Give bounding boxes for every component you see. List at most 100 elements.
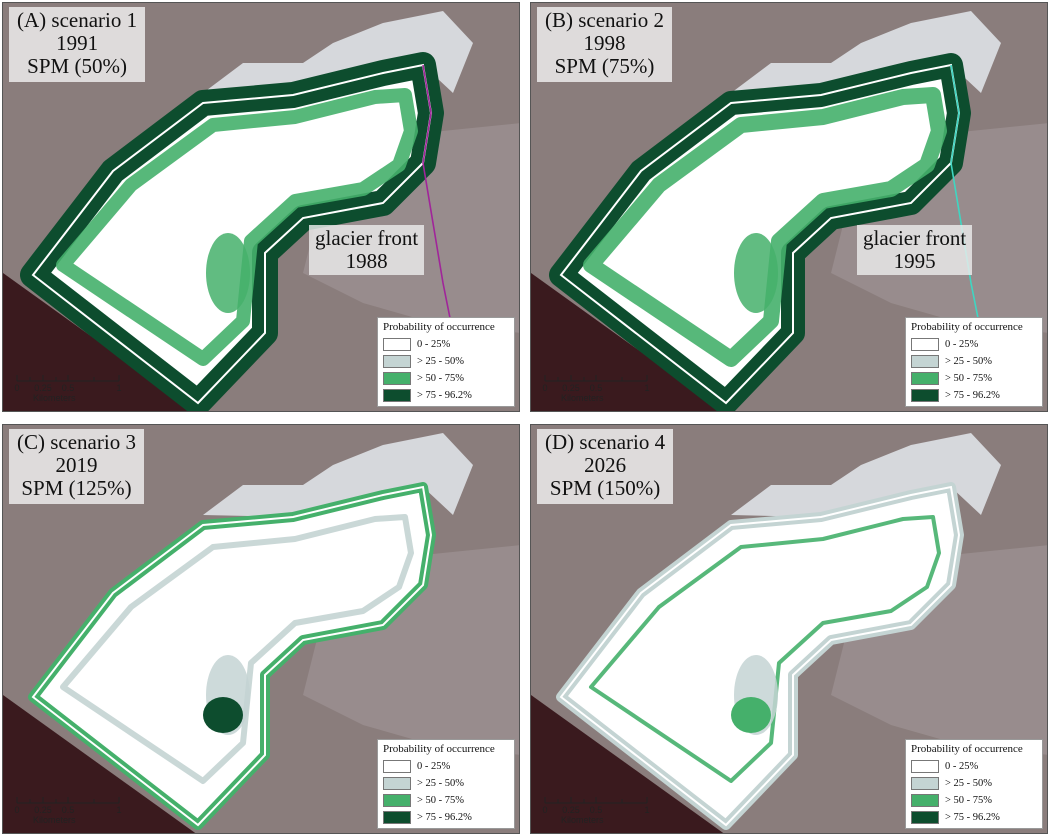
panel-title-year: 2019 <box>55 453 98 477</box>
legend: Probability of occurrence 0 - 25% > 25 -… <box>905 739 1043 829</box>
panel-title-scenario: (D) scenario 4 <box>545 430 666 454</box>
panel-title-scenario: (B) scenario 2 <box>545 8 664 32</box>
scale-bar-labels: 0 0.25 0.5 1 <box>13 383 133 393</box>
scale-bar: 0 0.25 0.5 1 Kilometers <box>541 793 661 825</box>
legend-item: > 50 - 75% <box>383 792 509 809</box>
legend-item: > 25 - 50% <box>383 775 509 792</box>
glacier-front-line <box>950 64 980 324</box>
scale-unit: Kilometers <box>33 815 76 825</box>
scale-bar-ticks <box>544 797 648 804</box>
scale-label: 0.5 <box>589 383 603 393</box>
scale-label: 0 <box>14 805 20 815</box>
mid-probability-band <box>589 515 941 783</box>
lagoon-zone <box>734 233 778 313</box>
legend-item: > 25 - 50% <box>911 353 1037 370</box>
legend-label: > 50 - 75% <box>945 373 993 384</box>
legend-item: > 75 - 96.2% <box>911 809 1037 826</box>
scale-label: 0 <box>542 383 548 393</box>
legend-item: > 75 - 96.2% <box>911 387 1037 404</box>
study-area-outline <box>31 485 433 827</box>
legend-swatch <box>383 794 411 807</box>
legend-label: > 75 - 96.2% <box>417 812 472 823</box>
legend-swatch <box>383 389 411 402</box>
glacier-ice <box>731 11 1001 95</box>
scale-label: 1 <box>116 383 122 393</box>
scale-bar-labels: 0 0.25 0.5 1 <box>541 383 661 393</box>
legend-swatch <box>383 338 411 351</box>
legend-item: > 50 - 75% <box>383 370 509 387</box>
panel-title-spm: SPM (125%) <box>21 476 132 500</box>
legend-label: > 25 - 50% <box>417 778 465 789</box>
scale-bar-ticks <box>544 375 648 382</box>
glacier-front-year: 1995 <box>893 249 936 273</box>
legend-swatch <box>911 811 939 824</box>
legend-label: 0 - 25% <box>945 761 979 772</box>
legend-swatch <box>383 777 411 790</box>
legend-swatch <box>383 760 411 773</box>
scale-label: 0.25 <box>562 805 580 815</box>
legend-label: > 50 - 75% <box>417 373 465 384</box>
scale-bar-labels: 0 0.25 0.5 1 <box>13 805 133 815</box>
legend-swatch <box>911 355 939 368</box>
legend-item: 0 - 25% <box>911 758 1037 775</box>
legend-title: Probability of occurrence <box>383 321 495 333</box>
legend-item: > 50 - 75% <box>911 370 1037 387</box>
scale-label: 1 <box>644 383 650 393</box>
legend-swatch <box>383 372 411 385</box>
legend-item: 0 - 25% <box>383 758 509 775</box>
scale-label: 0.25 <box>34 805 52 815</box>
panel-title-year: 1998 <box>583 31 626 55</box>
glacier-ice <box>203 11 473 95</box>
map-canvas <box>531 425 1047 833</box>
scale-label: 0.5 <box>589 805 603 815</box>
scale-bar: 0 0.25 0.5 1 Kilometers <box>541 371 661 403</box>
scale-unit: Kilometers <box>561 393 604 403</box>
deep-basin-patch <box>203 697 243 733</box>
legend-item: > 25 - 50% <box>383 353 509 370</box>
panel-title-scenario: (C) scenario 3 <box>17 430 136 454</box>
panel-title-scenario: (A) scenario 1 <box>17 8 138 32</box>
legend-label: 0 - 25% <box>945 339 979 350</box>
legend-swatch <box>911 777 939 790</box>
legend-title: Probability of occurrence <box>911 743 1023 755</box>
legend-label: > 50 - 75% <box>945 795 993 806</box>
legend-title: Probability of occurrence <box>383 743 495 755</box>
legend-label: > 75 - 96.2% <box>417 390 472 401</box>
panel-title: (A) scenario 1 1991 SPM (50%) <box>9 7 146 82</box>
scale-label: 1 <box>116 805 122 815</box>
legend-label: > 75 - 96.2% <box>945 812 1000 823</box>
map-panel-a: (A) scenario 1 1991 SPM (50%) glacier fr… <box>2 2 520 412</box>
panel-title: (D) scenario 4 2026 SPM (150%) <box>537 429 674 504</box>
glacier-front-line <box>422 64 452 324</box>
legend-label: 0 - 25% <box>417 339 451 350</box>
legend: Probability of occurrence 0 - 25% > 25 -… <box>905 317 1043 407</box>
panel-title: (B) scenario 2 1998 SPM (75%) <box>537 7 672 82</box>
legend-item: 0 - 25% <box>383 336 509 353</box>
legend-item: > 25 - 50% <box>911 775 1037 792</box>
panel-title-year: 2026 <box>584 453 627 477</box>
legend-item: > 50 - 75% <box>911 792 1037 809</box>
glacier-front-label: glacier front 1988 <box>309 225 425 275</box>
scale-label: 0.5 <box>61 383 75 393</box>
legend: Probability of occurrence 0 - 25% > 25 -… <box>377 739 515 829</box>
legend-label: > 25 - 50% <box>945 356 993 367</box>
legend-label: > 25 - 50% <box>417 356 465 367</box>
legend-swatch <box>383 811 411 824</box>
map-canvas <box>3 425 519 833</box>
legend-swatch <box>383 355 411 368</box>
legend-swatch <box>911 338 939 351</box>
scale-bar-ticks <box>16 797 120 804</box>
scale-bar-labels: 0 0.25 0.5 1 <box>541 805 661 815</box>
legend-label: > 75 - 96.2% <box>945 390 1000 401</box>
legend-item: > 75 - 96.2% <box>383 387 509 404</box>
scale-label: 1 <box>644 805 650 815</box>
scale-bar: 0 0.25 0.5 1 Kilometers <box>13 371 133 403</box>
scale-label: 0.5 <box>61 805 75 815</box>
map-canvas <box>3 3 519 411</box>
legend-item: > 75 - 96.2% <box>383 809 509 826</box>
scale-label: 0 <box>542 805 548 815</box>
scale-unit: Kilometers <box>561 815 604 825</box>
legend-swatch <box>911 389 939 402</box>
legend-item: 0 - 25% <box>911 336 1037 353</box>
panel-title-year: 1991 <box>56 31 99 55</box>
